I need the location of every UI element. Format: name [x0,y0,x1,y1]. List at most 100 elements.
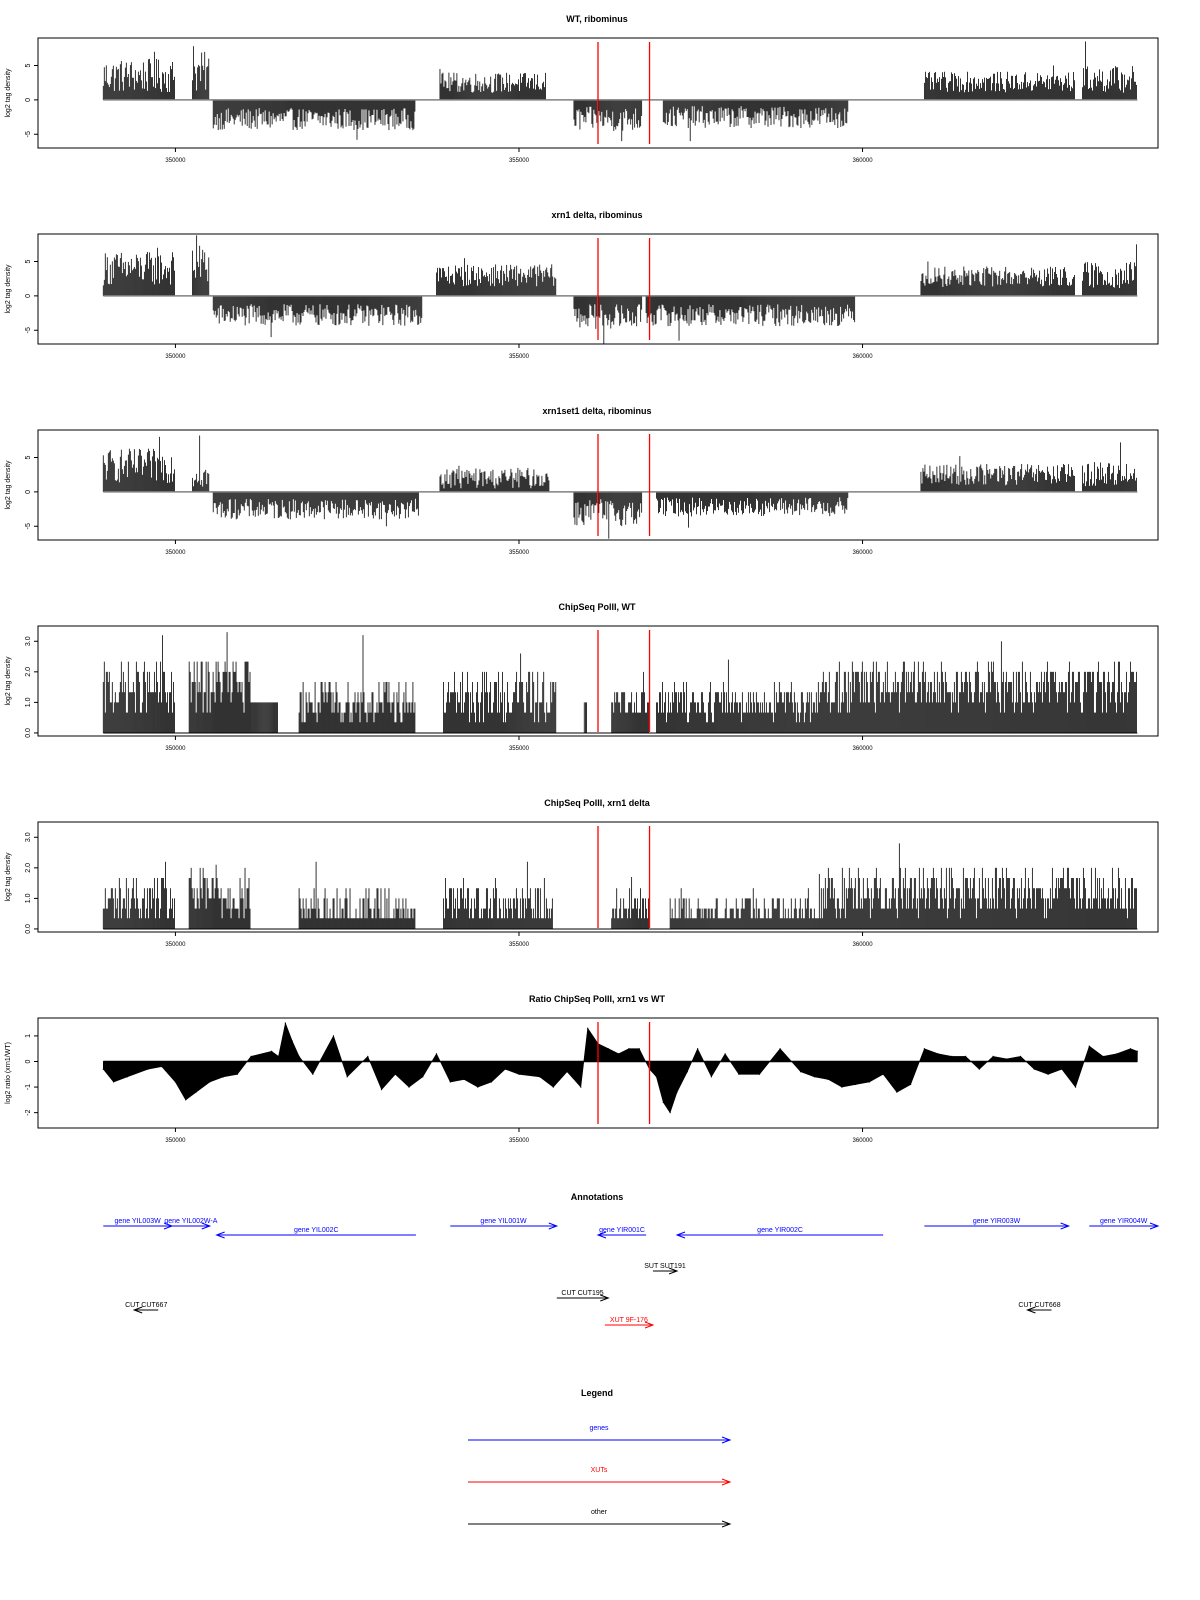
ratio-point [1061,1068,1063,1070]
legend-title: Legend [581,1388,613,1398]
feature-other: CUT CUT668 [1018,1302,1061,1314]
x-tick-label: 350000 [165,550,186,556]
ratio-point [1074,1086,1077,1088]
feature-arrow [132,1306,159,1314]
x-tick-label: 355000 [509,158,530,164]
y-tick-label: 1.0 [25,697,32,707]
x-tick-label: 350000 [165,746,186,752]
bar-segment [645,295,856,341]
ratio-point [291,1040,293,1042]
ratio-point [676,1091,678,1093]
feature-arrow [1026,1306,1052,1314]
bar-segment [669,873,821,929]
bar-segment [439,465,550,492]
bar-segment [102,247,175,296]
bar-segment [212,491,419,527]
bar-segment [212,99,416,140]
y-tick-label: 1.0 [25,893,32,903]
y-tick-label: 3.0 [25,636,32,646]
ratio-point [855,1083,857,1086]
plot-frame [37,625,1159,737]
feature-label: SUT SUT191 [644,1263,686,1270]
ratio-point [965,1055,967,1057]
y-tick-label: 0 [25,490,32,494]
ratio-point [1033,1068,1035,1070]
bar-segment [442,653,557,733]
feature-arrow [215,1231,416,1239]
bar-segment [920,456,1075,492]
bar-segment [192,435,210,492]
arrow-head [675,1231,686,1239]
y-tick-label: 1 [25,1034,32,1038]
bar-segment [573,491,643,539]
y-axis-label: log2 tag density [5,264,12,314]
feature-gene: gene YIL003W [103,1218,174,1230]
y-tick-label: 0 [25,98,32,102]
ratio-point [779,1048,781,1050]
ratio-point [538,1076,541,1078]
x-tick-label: 350000 [165,942,186,948]
y-tick-label: -5 [25,523,32,529]
ratio-point [738,1073,740,1075]
y-tick-label: 5 [25,455,32,459]
ratio-point [284,1022,286,1024]
ratio-point [380,1089,383,1091]
y-axis-label: log2 tag density [5,656,12,706]
ratio-point [185,1099,187,1101]
bar-track [102,435,1137,539]
plot-frame [37,233,1159,345]
feature-arrow [1089,1222,1160,1230]
ratio-point [346,1076,348,1078]
feature-arrow [450,1222,559,1230]
ratio-point [490,1081,493,1083]
ratio-point [638,1048,640,1050]
bar-segment [611,671,649,733]
feature-arrow [924,1222,1071,1230]
ratio-point [841,1086,843,1088]
feature-arrow [171,1222,212,1230]
legend-label: XUTs [591,1467,608,1474]
y-axis-label: log2 tag density [5,852,12,902]
ratio-point [102,1068,104,1070]
feature-arrow [596,1231,647,1239]
feature-label: CUT CUT667 [125,1302,167,1309]
bar-track [102,843,1137,929]
panel-ratio: Ratio ChipSeq PolII, xrn1 vs WT log2 rati… [5,994,1159,1144]
ratio-point [1102,1055,1104,1057]
arrow-head [215,1231,225,1239]
ratio-point [882,1073,884,1075]
plot-frame [37,1017,1159,1129]
feature-arrow [675,1231,884,1239]
ratio-point [587,1027,589,1029]
feature-gene: gene YIL002W-A [164,1218,218,1230]
ratio-point [937,1053,939,1055]
feature-label: CUT CUT668 [1018,1302,1060,1309]
y-tick-label: 2.0 [25,863,32,873]
bar-segment [212,295,423,338]
ratio-point [628,1048,630,1050]
ratio-point [607,1048,609,1050]
ratio-point [250,1055,252,1057]
ratio-point [367,1055,369,1057]
y-tick-label: 0.0 [25,924,32,934]
ratio-point [195,1091,197,1093]
arrow-head [1026,1306,1036,1314]
legend-arrow [468,1436,732,1444]
ratio-point [161,1066,163,1068]
bar-segment [436,258,557,296]
panel-xrn1set1_ribominus: xrn1set1 delta, ribominus log2 tag densit… [5,406,1159,556]
ratio-point [504,1068,506,1070]
y-axis-label: log2 tag density [5,460,12,510]
ratio-point [312,1073,314,1075]
panel-xrn1_ribominus: xrn1 delta, ribominus log2 tag density -5 0… [5,210,1159,360]
bar-segment [611,877,649,929]
feature-gene: gene YIR001C [596,1227,647,1239]
y-tick-label: -5 [25,327,32,333]
ratio-point [951,1055,953,1057]
feature-gene: gene YIR004W [1089,1218,1160,1230]
arrow-head [201,1222,212,1230]
arrow-head [721,1478,732,1486]
bar-segment [250,702,278,733]
bar-segment [192,46,210,100]
panel-title: ChipSeq PolII, WT [559,602,636,612]
